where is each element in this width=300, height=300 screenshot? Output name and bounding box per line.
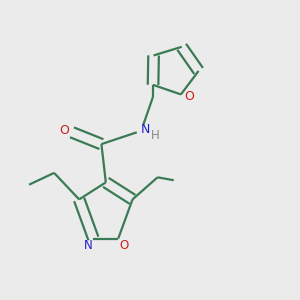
Text: O: O [59, 124, 69, 137]
Text: N: N [140, 124, 150, 136]
Text: O: O [119, 239, 128, 252]
Text: H: H [151, 129, 159, 142]
Text: O: O [184, 90, 194, 103]
Text: N: N [84, 239, 92, 252]
